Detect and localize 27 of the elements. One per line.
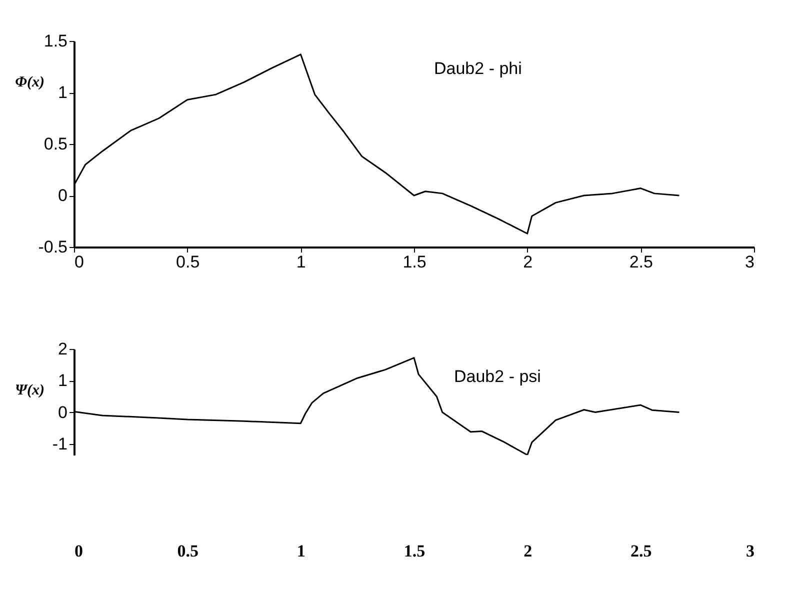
x-tick-label: 1.5: [402, 252, 426, 272]
x-tick-label: 2: [524, 542, 532, 560]
x-tick-label: 3: [746, 542, 754, 560]
y-axis-title: Φ(x): [15, 74, 45, 90]
y-tick-label: 1.5: [44, 32, 68, 50]
x-tick-label: 1: [296, 542, 306, 560]
x-tick-label: 2.5: [629, 252, 653, 272]
x-tick-label: 0.5: [176, 252, 200, 272]
y-tick-label: -0.5: [38, 238, 68, 256]
x-tick-label: 3: [745, 252, 754, 272]
x-tick-label: 0: [74, 252, 84, 272]
y-tick-label: 1: [58, 371, 68, 390]
x-tick-label: 2.5: [630, 542, 652, 560]
y-tick-label: 2: [58, 340, 68, 358]
x-tick-label: 0.5: [177, 542, 198, 560]
x-tick-label: 1: [296, 252, 306, 272]
x-tick-label: 0: [74, 542, 83, 560]
y-tick-label: -1: [52, 434, 68, 454]
y-tick-label: 0.5: [44, 134, 68, 154]
x-tick-label: 2: [523, 252, 533, 272]
y-tick-label: 0: [58, 402, 68, 422]
annotation: Daub2 - phi: [434, 59, 522, 78]
x-tick-label: 1.5: [404, 542, 426, 560]
y-tick-label: 1: [58, 83, 68, 102]
annotation: Daub2 - psi: [454, 367, 541, 386]
y-tick-label: 0: [58, 186, 68, 205]
y-axis-title: Ψ(x): [15, 382, 44, 398]
